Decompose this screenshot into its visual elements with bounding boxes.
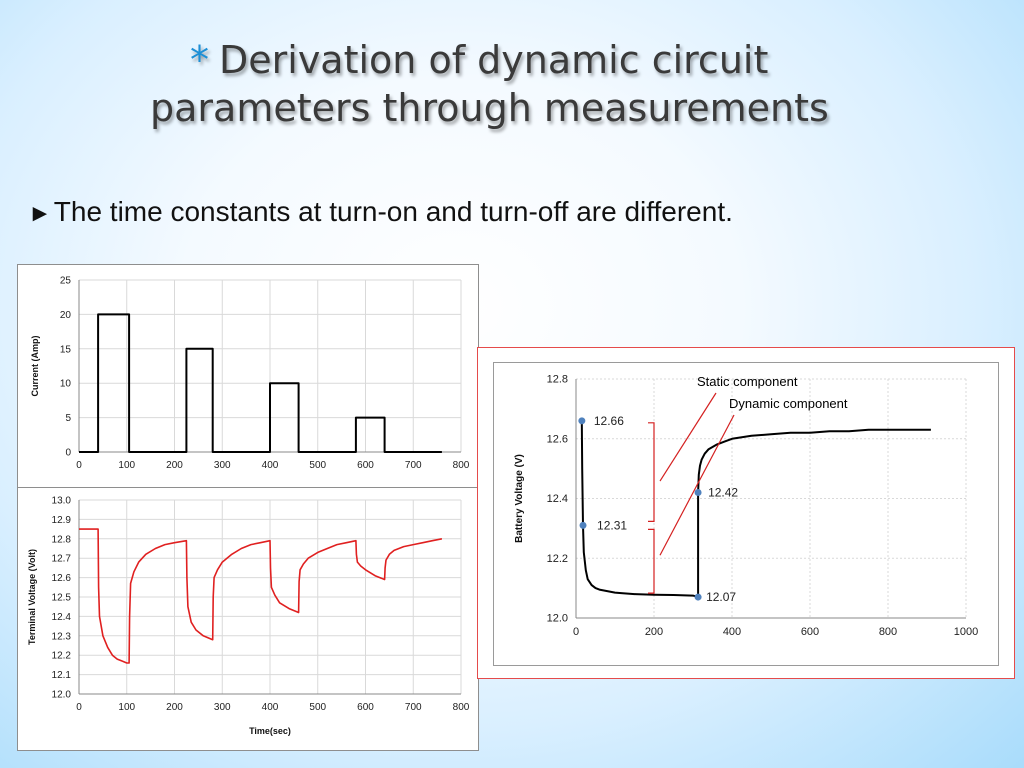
dynamic-component-arrow — [659, 414, 735, 556]
y-tick-label: 12.7 — [52, 554, 72, 565]
x-tick-label: 0 — [573, 626, 579, 638]
y-tick-label: 13.0 — [52, 496, 72, 507]
title-line-2: parameters through measurements — [150, 86, 829, 130]
x-tick-label: 700 — [405, 460, 422, 471]
terminal-voltage-chart-panel: 12.0 12.1 12.2 12.3 12.4 12.5 12.6 12.7 12.8 12.9… — [17, 487, 479, 751]
series-line — [79, 313, 442, 453]
data-marker-label: 12.31 — [597, 518, 627, 532]
x-tick-label: 0 — [76, 460, 82, 471]
terminal-voltage-chart: 12.0 12.1 12.2 12.3 12.4 12.5 12.6 12.7 12.8 12.9… — [27, 496, 470, 737]
y-tick-label: 12.0 — [52, 690, 72, 701]
x-tick-label: 100 — [118, 460, 135, 471]
y-tick-label: 12.5 — [52, 593, 72, 604]
y-tick-label: 12.2 — [547, 553, 568, 565]
y-axis-label: Terminal Voltage (Volt) — [27, 549, 37, 645]
y-tick-label: 25 — [60, 276, 72, 287]
data-marker-label: 12.07 — [706, 590, 736, 604]
title-star-icon: * — [190, 38, 209, 82]
y-axis-label: Battery Voltage (V) — [514, 454, 525, 543]
x-tick-label: 1000 — [954, 626, 978, 638]
static-component-label: Static component — [697, 374, 798, 389]
x-tick-label: 300 — [214, 702, 231, 713]
x-tick-label: 100 — [118, 702, 135, 713]
data-marker — [578, 417, 586, 425]
bullet-point: ►The time constants at turn-on and turn-… — [28, 196, 928, 228]
x-tick-label: 0 — [76, 702, 82, 713]
y-tick-label: 0 — [65, 448, 71, 459]
x-tick-label: 800 — [453, 460, 470, 471]
x-tick-label: 800 — [879, 626, 897, 638]
static-component-bracket — [648, 422, 655, 522]
title-line-1: * Derivation of dynamic circuit — [150, 36, 910, 84]
battery-voltage-chart-panel: 12.0 12.2 12.4 12.6 12.8 0 200 400 600 800 1000 Bat… — [493, 362, 999, 666]
x-tick-label: 700 — [405, 702, 422, 713]
series-line — [79, 528, 443, 664]
data-marker — [694, 489, 702, 497]
x-tick-label: 600 — [357, 460, 374, 471]
x-tick-label: 400 — [723, 626, 741, 638]
current-chart-panel: 0 5 10 15 20 25 0 100 200 300 400 500 600 700 800 Curre… — [17, 264, 479, 488]
y-tick-label: 12.8 — [52, 534, 72, 545]
y-tick-label: 12.4 — [547, 493, 568, 505]
dynamic-component-bracket — [648, 528, 655, 594]
x-axis-label: Time(sec) — [249, 726, 291, 736]
y-tick-label: 12.8 — [547, 374, 568, 386]
y-tick-label: 12.6 — [547, 433, 568, 445]
bullet-text: The time constants at turn-on and turn-o… — [53, 196, 733, 227]
y-tick-label: 12.6 — [52, 573, 72, 584]
y-tick-label: 12.2 — [52, 651, 72, 662]
x-tick-label: 600 — [801, 626, 819, 638]
data-marker — [694, 593, 702, 601]
y-tick-label: 12.4 — [52, 612, 72, 623]
x-tick-label: 800 — [453, 702, 470, 713]
series-line — [580, 420, 931, 599]
y-axis-label: Current (Amp) — [30, 336, 40, 397]
x-tick-label: 200 — [166, 702, 183, 713]
x-tick-label: 300 — [214, 460, 231, 471]
y-tick-label: 12.9 — [52, 515, 72, 526]
x-tick-label: 400 — [262, 460, 279, 471]
data-marker-label: 12.66 — [594, 414, 624, 428]
y-tick-label: 20 — [60, 310, 72, 321]
slide-title: * Derivation of dynamic circuit parameter… — [150, 36, 910, 132]
x-tick-label: 400 — [262, 702, 279, 713]
x-tick-label: 500 — [309, 702, 326, 713]
x-tick-label: 200 — [645, 626, 663, 638]
data-marker-label: 12.42 — [708, 486, 738, 500]
x-tick-label: 500 — [309, 460, 326, 471]
data-marker — [579, 521, 587, 529]
y-tick-label: 12.0 — [547, 613, 568, 625]
title-text-1: Derivation of dynamic circuit — [219, 38, 769, 82]
x-tick-label: 200 — [166, 460, 183, 471]
bullet-arrow-icon: ► — [28, 200, 52, 227]
battery-voltage-chart: 12.0 12.2 12.4 12.6 12.8 0 200 400 600 800 1000 Bat… — [514, 374, 978, 639]
static-component-arrow — [659, 392, 717, 482]
x-tick-label: 600 — [357, 702, 374, 713]
battery-voltage-highlight-box: 12.0 12.2 12.4 12.6 12.8 0 200 400 600 800 1000 Bat… — [477, 347, 1015, 679]
y-tick-label: 15 — [60, 344, 72, 355]
dynamic-component-label: Dynamic component — [729, 396, 848, 411]
y-tick-label: 10 — [60, 379, 72, 390]
y-tick-label: 12.3 — [52, 631, 72, 642]
y-tick-label: 5 — [65, 413, 71, 424]
current-chart: 0 5 10 15 20 25 0 100 200 300 400 500 600 700 800 Curre… — [30, 276, 470, 472]
y-tick-label: 12.1 — [52, 670, 72, 681]
